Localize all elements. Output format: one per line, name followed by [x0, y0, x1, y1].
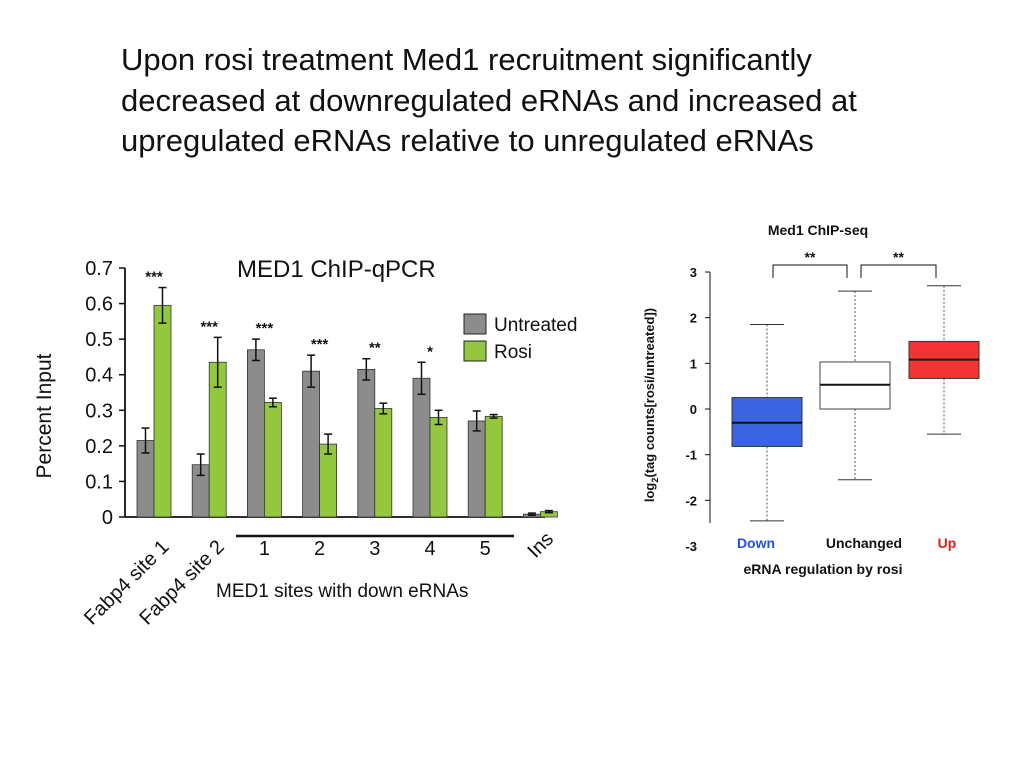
bar-y-tick-label: 0.7 [85, 258, 113, 280]
box-y-axis-label: log2(tag counts[rosi/untreated]) [642, 308, 660, 502]
box-y-tick-label: 2 [690, 311, 697, 326]
bar-y-tick-label: 0.6 [85, 294, 113, 316]
legend-label-untreated: Untreated [494, 315, 577, 336]
significance-label: *** [256, 320, 274, 337]
title-line-3: upregulated eRNAs relative to unregulate… [121, 123, 814, 158]
slide-title: Upon rosi treatment Med1 recruitment sig… [121, 40, 981, 162]
bar-y-tick-label: 0.3 [85, 400, 113, 422]
box-x-axis-label: eRNA regulation by rosi [744, 561, 903, 577]
box-y-tick-label: -1 [685, 448, 697, 463]
bar-x-tick-label: 5 [480, 538, 491, 560]
bar-y-tick-label: 0 [102, 507, 113, 529]
significance-label: ** [369, 340, 381, 357]
significance-label: *** [311, 336, 329, 353]
box-y-tick-label: 1 [690, 356, 697, 371]
legend-swatch-untreated [463, 313, 487, 335]
significance-bracket [772, 264, 848, 278]
bar-y-tick-label: 0.4 [85, 365, 113, 387]
bar-y-axis-label: Percent Input [33, 353, 56, 478]
significance-bracket [860, 264, 937, 278]
bar-x-tick-label: 4 [424, 538, 435, 560]
bar-x-tick-label: 2 [314, 538, 325, 560]
box-x-tick-label: Down [737, 535, 775, 551]
significance-label: * [427, 343, 433, 360]
box-y-tick-label: -2 [685, 493, 697, 508]
title-line-1: Upon rosi treatment Med1 recruitment sig… [121, 42, 812, 77]
title-line-2: decreased at downregulated eRNAs and inc… [121, 82, 857, 118]
significance-label: *** [200, 318, 218, 335]
bar-chart-title: MED1 ChIP-qPCR [237, 256, 436, 283]
box-x-tick-label: Unchanged [826, 535, 902, 551]
significance-label: ** [805, 249, 816, 265]
box-y-tick-label: 0 [690, 402, 697, 417]
box-plot-area: ** ** [731, 249, 980, 522]
bar-x-tick-label: 3 [369, 538, 380, 560]
bar-y-tick-label: 0.2 [85, 436, 113, 458]
bar-y-tick-label: 0.1 [85, 471, 113, 493]
legend-swatch-rosi [463, 340, 487, 362]
box-chart-title: Med1 ChIP-seq [768, 222, 868, 238]
bar-legend: Untreated Rosi [463, 313, 577, 363]
bar-x-tick-label: 1 [259, 538, 270, 560]
box-x-tick-label: Up [938, 535, 957, 551]
bar-y-tick-label: 0.5 [85, 329, 113, 351]
box-x-axis-labels: Down Unchanged Up [737, 535, 956, 551]
box-y-axis: 3 2 1 0 -1 -2 -3 [685, 265, 711, 554]
bar-plot-area: ****** ****** ** * [136, 269, 558, 518]
box-y-tick-label: 3 [690, 265, 697, 280]
significance-label: *** [145, 269, 163, 286]
box-y-tick-label: -3 [685, 539, 697, 554]
legend-label-rosi: Rosi [494, 342, 532, 363]
group-label: MED1 sites with down eRNAs [216, 581, 468, 602]
significance-label: ** [893, 249, 904, 265]
